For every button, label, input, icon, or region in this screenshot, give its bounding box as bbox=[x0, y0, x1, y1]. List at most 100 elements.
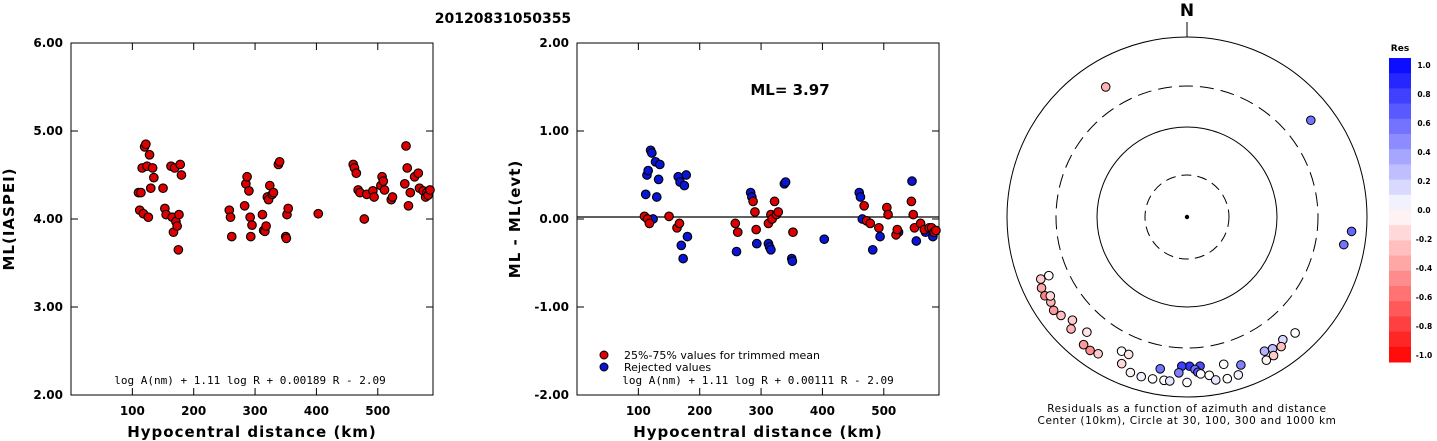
rejected-point bbox=[780, 177, 791, 187]
rejected-point bbox=[653, 174, 664, 185]
station-point bbox=[136, 187, 146, 198]
polar-station-point bbox=[1259, 346, 1270, 356]
polar-station-point bbox=[1233, 370, 1244, 380]
azimuth-residual-panel: N Residuals as a function of azimuth and… bbox=[1006, 1, 1432, 427]
station-point bbox=[176, 170, 187, 180]
panel1-x-ticks: 100 200 300 400 500 bbox=[120, 43, 390, 418]
colorbar-label: 0.2 bbox=[1417, 177, 1430, 186]
station-point bbox=[173, 244, 184, 255]
trimmed-point bbox=[773, 207, 784, 217]
panel2-y-tick-label: -1.00 bbox=[534, 300, 569, 314]
polar-station-point bbox=[1290, 328, 1300, 338]
ml-iaspei-panel: 2.00 3.00 4.00 5.00 6.00 100 200 300 400 500 log… bbox=[0, 36, 435, 441]
station-point bbox=[268, 187, 279, 198]
polar-station-point bbox=[1056, 310, 1066, 321]
panel2-formula: log A(nm) + 1.11 log R + 0.00111 R - 2.0… bbox=[622, 374, 894, 387]
trimmed-point bbox=[892, 224, 903, 235]
station-point bbox=[147, 163, 158, 173]
station-point bbox=[399, 178, 410, 189]
polar-station-point bbox=[1048, 305, 1059, 316]
station-point bbox=[148, 172, 159, 183]
colorbar-segment bbox=[1389, 164, 1411, 181]
polar-station-point bbox=[1066, 324, 1076, 334]
colorbar-label: -0.8 bbox=[1416, 322, 1432, 331]
polar-points bbox=[1035, 82, 1357, 388]
station-point bbox=[145, 183, 156, 194]
station-point bbox=[402, 163, 413, 173]
rejected-point bbox=[651, 192, 662, 202]
legend-label-rejected: Rejected values bbox=[624, 361, 711, 374]
trimmed-point bbox=[906, 196, 917, 207]
station-point bbox=[313, 208, 324, 219]
colorbar-title: Res bbox=[1391, 44, 1409, 54]
circle-100km bbox=[1096, 126, 1278, 308]
rejected-point bbox=[787, 256, 798, 267]
polar-station-point bbox=[1222, 373, 1233, 384]
colorbar-label: 0.0 bbox=[1417, 206, 1430, 215]
polar-station-point bbox=[1036, 283, 1047, 293]
colorbar-label: 1.0 bbox=[1417, 61, 1430, 70]
station-point bbox=[425, 185, 435, 195]
trimmed-point bbox=[674, 218, 685, 229]
polar-station-point bbox=[1268, 350, 1279, 361]
station-point bbox=[244, 185, 254, 196]
rejected-point bbox=[819, 234, 830, 245]
station-point bbox=[283, 203, 294, 214]
legend-label-trimmed: 25%-75% values for trimmed mean bbox=[624, 349, 820, 362]
polar-station-point bbox=[1338, 239, 1349, 250]
trimmed-point bbox=[859, 200, 869, 211]
legend-marker-trimmed bbox=[599, 350, 609, 360]
rejected-point bbox=[681, 170, 692, 180]
polar-caption-line1: Residuals as a function of azimuth and d… bbox=[1047, 403, 1327, 415]
station-point bbox=[172, 221, 182, 231]
colorbar-label: 0.8 bbox=[1417, 90, 1430, 99]
trimmed-point bbox=[883, 209, 893, 220]
trimmed-point bbox=[769, 196, 780, 207]
rejected-point bbox=[678, 253, 688, 264]
polar-station-point bbox=[1085, 345, 1095, 356]
polar-station-point bbox=[1261, 355, 1272, 365]
station-point bbox=[261, 221, 271, 231]
polar-station-point bbox=[1306, 115, 1316, 126]
polar-station-point bbox=[1116, 358, 1127, 369]
center-dot bbox=[1184, 214, 1190, 220]
station-point bbox=[369, 192, 379, 202]
rejected-point bbox=[855, 192, 866, 202]
colorbar-segment bbox=[1389, 103, 1411, 120]
legend-marker-rejected bbox=[599, 362, 609, 372]
polar-station-point bbox=[1236, 360, 1246, 370]
station-point bbox=[274, 156, 285, 167]
polar-station-point bbox=[1174, 368, 1184, 378]
colorbar-segment bbox=[1389, 149, 1411, 165]
station-point bbox=[239, 200, 250, 211]
station-point bbox=[141, 139, 151, 150]
panel1-y-ticks: 2.00 3.00 4.00 5.00 6.00 bbox=[33, 36, 433, 402]
rejected-point bbox=[911, 236, 922, 246]
colorbar-segment bbox=[1389, 270, 1411, 287]
station-point bbox=[225, 212, 236, 223]
colorbar-segment bbox=[1389, 210, 1411, 226]
station-point bbox=[158, 183, 168, 194]
station-point bbox=[403, 200, 414, 211]
colorbar-label: 0.6 bbox=[1417, 119, 1430, 128]
station-point bbox=[379, 185, 390, 195]
trimmed-point bbox=[732, 227, 743, 238]
polar-station-point bbox=[1346, 226, 1357, 237]
panel2-y-tick-label: 2.00 bbox=[539, 36, 569, 50]
station-point bbox=[401, 141, 411, 151]
panel1-x-tick-label: 200 bbox=[181, 404, 206, 418]
colorbar-segment bbox=[1389, 88, 1411, 105]
ml-annotation: ML= 3.97 bbox=[750, 81, 829, 99]
circle-30km bbox=[1144, 174, 1230, 260]
polar-station-point bbox=[1044, 270, 1054, 281]
rejected-point bbox=[731, 246, 742, 257]
trimmed-point bbox=[750, 207, 760, 217]
station-point bbox=[242, 171, 252, 182]
rejected-point bbox=[679, 180, 690, 191]
station-point bbox=[175, 159, 186, 170]
trimmed-point bbox=[730, 218, 741, 229]
panel2-x-tick-label: 300 bbox=[749, 404, 774, 418]
polar-station-point bbox=[1035, 274, 1046, 284]
station-point bbox=[405, 187, 416, 198]
